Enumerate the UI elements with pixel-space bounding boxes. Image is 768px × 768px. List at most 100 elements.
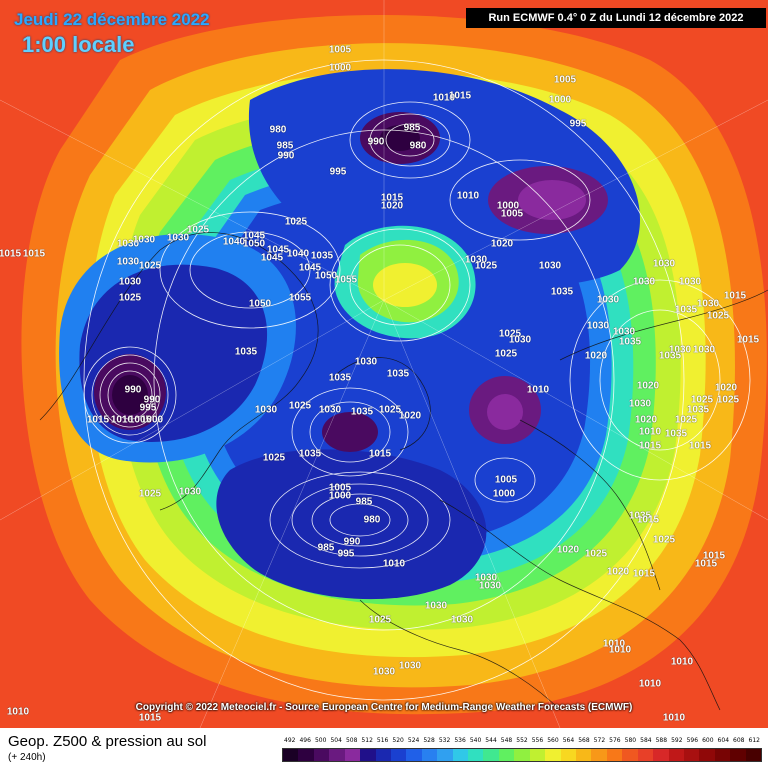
pressure-label: 1005: [128, 414, 152, 426]
pressure-label: 1030: [538, 260, 562, 272]
pressure-label: 1015: [86, 414, 110, 426]
pressure-label: 1000: [328, 62, 352, 74]
pressure-label: 1025: [474, 260, 498, 272]
scale-label: 552: [516, 737, 528, 744]
pressure-label: 1030: [450, 614, 474, 626]
scale-label: 540: [469, 737, 482, 744]
scale-label: 592: [671, 737, 683, 744]
pressure-label: 1025: [690, 394, 714, 406]
pressure-label: 995: [329, 166, 347, 178]
scale-label: 504: [330, 737, 342, 744]
pressure-label: 1035: [618, 336, 642, 348]
scale-label: 572: [593, 737, 606, 744]
pressure-label: 1015: [736, 334, 760, 346]
pressure-label: 1050: [314, 270, 338, 282]
scale-swatch: [375, 749, 391, 761]
pressure-label: 1015: [0, 248, 22, 260]
pressure-label: 1030: [372, 666, 396, 678]
scale-swatch: [622, 749, 638, 761]
scale-swatch: [699, 749, 715, 761]
pressure-label: 985: [355, 496, 373, 508]
pressure-label: 1030: [586, 320, 610, 332]
pressure-label: 1000: [140, 414, 164, 426]
pressure-label: 1025: [706, 310, 730, 322]
pressure-label: 1030: [508, 334, 532, 346]
pressure-label: 1030: [478, 580, 502, 592]
scale-swatch: [514, 749, 530, 761]
pressure-label: 1045: [298, 262, 322, 274]
pressure-label: 1035: [298, 448, 322, 460]
scale-swatch: [313, 749, 330, 761]
pressure-label: 1010: [456, 190, 480, 202]
legend-subtitle: (+ 240h): [8, 752, 46, 763]
pressure-label: 1030: [668, 344, 692, 356]
pressure-label: 1010: [638, 426, 662, 438]
scale-swatch: [545, 749, 561, 761]
pressure-label: 1020: [490, 238, 514, 250]
scale-swatch: [390, 749, 407, 761]
pressure-label: 1010: [608, 644, 632, 656]
pressure-label: 1015: [723, 290, 747, 302]
pressure-label: 1055: [288, 292, 312, 304]
pressure-label: 1010: [6, 706, 30, 718]
pressure-label: 1005: [328, 44, 352, 56]
scale-label: 608: [733, 737, 745, 744]
pressure-label: 1000: [496, 200, 520, 212]
pressure-label: 1015: [638, 440, 662, 452]
scale-swatch: [452, 749, 469, 761]
pressure-label: 980: [363, 514, 381, 526]
scale-swatch: [283, 749, 299, 761]
pressure-label: 990: [343, 536, 361, 548]
pressure-label: 1010: [662, 712, 686, 724]
pressure-label: 1030: [178, 486, 202, 498]
scale-label: 604: [717, 737, 730, 744]
pressure-label: 980: [269, 124, 287, 136]
pressure-label: 1025: [288, 400, 312, 412]
pressure-label: 1025: [284, 216, 308, 228]
scale-label: 560: [547, 737, 559, 744]
scale-label: 536: [454, 737, 466, 744]
pressure-label: 1035: [674, 304, 698, 316]
scale-swatch: [653, 749, 669, 761]
scale-swatch: [498, 749, 515, 761]
pressure-label: 1015: [448, 90, 472, 102]
scale-label: 584: [640, 737, 652, 744]
pressure-label: 1025: [498, 328, 522, 340]
pressure-label: 1015: [702, 550, 726, 562]
pressure-label: 1015: [636, 514, 660, 526]
scale-swatch: [329, 749, 345, 761]
scale-swatch: [483, 749, 499, 761]
pressure-label: 1010: [638, 678, 662, 690]
forecast-date: Jeudi 22 décembre 2022: [14, 10, 210, 29]
pressure-label: 1025: [584, 548, 608, 560]
scale-swatch: [437, 749, 453, 761]
color-scale-labels: 492 496 500 504 508 512 516 520 524 528 532 536 540 5…: [282, 737, 762, 747]
pressure-label: 1025: [138, 488, 162, 500]
scale-swatch: [344, 749, 361, 761]
pressure-label: 1050: [242, 238, 266, 250]
scale-swatch: [591, 749, 607, 761]
pressure-label: 1030: [424, 600, 448, 612]
scale-label: 532: [438, 737, 451, 744]
pressure-label: 1025: [186, 224, 210, 236]
pressure-label: 1010: [382, 558, 406, 570]
scale-swatch: [560, 749, 577, 761]
pressure-label: 1030: [132, 234, 156, 246]
scale-label: 612: [748, 737, 760, 744]
pressure-label: 1015: [632, 568, 656, 580]
pressure-label: 1035: [658, 350, 682, 362]
pressure-label: 1035: [550, 286, 574, 298]
pressure-label: 1035: [350, 406, 374, 418]
pressure-label: 1030: [354, 356, 378, 368]
pressure-label: 990: [143, 394, 161, 406]
z500-field: [0, 0, 768, 728]
scale-swatch: [730, 749, 746, 761]
pressure-label: 1035: [686, 404, 710, 416]
pressure-label: 1035: [234, 346, 258, 358]
pressure-label: 1045: [260, 252, 284, 264]
pressure-label: 1045: [242, 230, 266, 242]
scale-label: 508: [345, 737, 358, 744]
pressure-label: 1040: [286, 248, 310, 260]
pressure-label: 1015: [694, 558, 718, 570]
